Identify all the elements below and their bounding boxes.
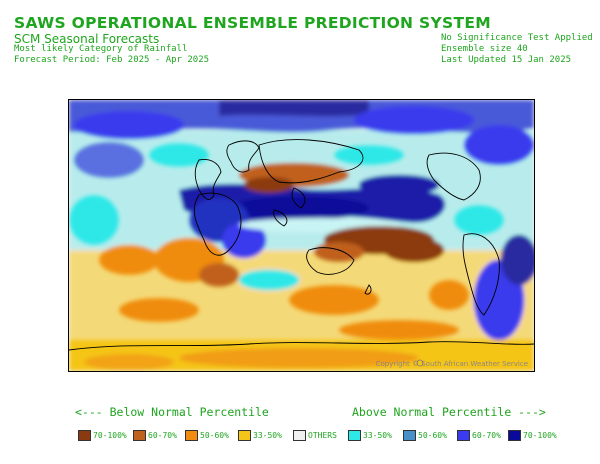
forecast-map: Copyright © South African Weather Servic… <box>68 99 535 372</box>
ensemble-info: No Significance Test Applied Ensemble si… <box>441 33 593 66</box>
legend-label: 60-70% <box>148 431 177 440</box>
legend-swatch <box>457 430 470 441</box>
legend-label: OTHERS <box>308 431 337 440</box>
legend-swatch <box>133 430 146 441</box>
ensemble-size: Ensemble size 40 <box>441 44 528 54</box>
legend-swatch <box>293 430 306 441</box>
legend-swatch <box>185 430 198 441</box>
rainfall-map-graphic <box>69 100 534 371</box>
legend-swatch <box>508 430 521 441</box>
category-label: Most likely Category of Rainfall <box>14 44 188 54</box>
page-title: SAWS OPERATIONAL ENSEMBLE PREDICTION SYS… <box>14 14 491 32</box>
legend-label: 50-60% <box>200 431 229 440</box>
below-normal-label: <--- Below Normal Percentile <box>75 405 269 419</box>
page-subtitle: SCM Seasonal Forecasts <box>14 32 160 46</box>
legend-label: 33-50% <box>363 431 392 440</box>
legend-label: 50-60% <box>418 431 447 440</box>
legend-swatch <box>403 430 416 441</box>
forecast-period: Forecast Period: Feb 2025 - Apr 2025 <box>14 55 210 65</box>
significance-note: No Significance Test Applied <box>441 33 593 43</box>
above-normal-label: Above Normal Percentile ---> <box>352 405 546 419</box>
legend-swatch <box>78 430 91 441</box>
legend-label: 60-70% <box>472 431 501 440</box>
legend-label: 70-100% <box>523 431 557 440</box>
legend-swatch <box>348 430 361 441</box>
legend-label: 33-50% <box>253 431 282 440</box>
last-updated: Last Updated 15 Jan 2025 <box>441 55 572 65</box>
copyright-watermark: Copyright © South African Weather Servic… <box>375 360 528 368</box>
legend-swatch <box>238 430 251 441</box>
forecast-info: Most likely Category of Rainfall Forecas… <box>14 44 209 66</box>
legend-label: 70-100% <box>93 431 127 440</box>
saws-logo-icon <box>416 359 424 367</box>
